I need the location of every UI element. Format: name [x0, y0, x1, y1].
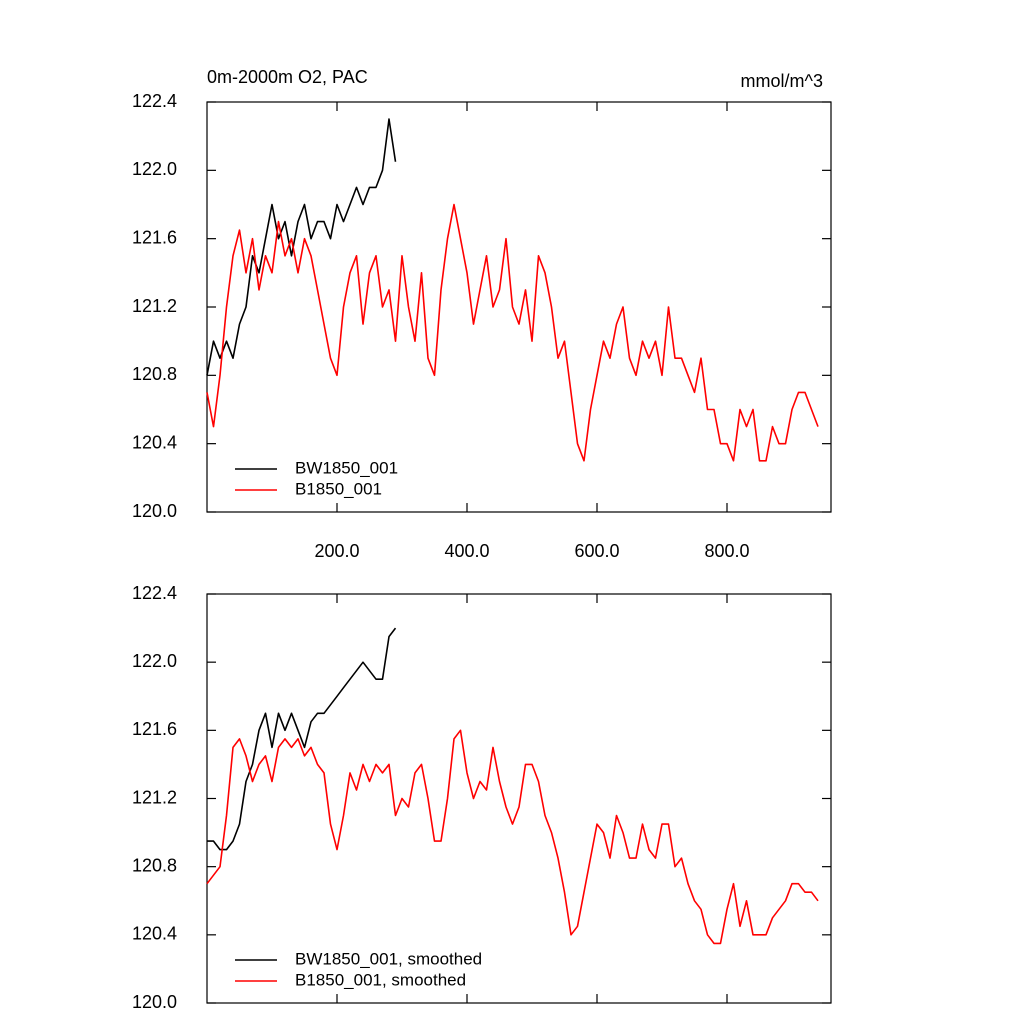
- legend-label: B1850_001, smoothed: [295, 970, 466, 989]
- x-tick-label: 800.0: [704, 541, 749, 561]
- series-line: [206, 118, 397, 376]
- y-tick-label: 122.0: [132, 159, 177, 179]
- y-tick-label: 120.4: [132, 432, 177, 452]
- y-tick-label: 120.4: [132, 924, 177, 944]
- y-tick-label: 122.4: [132, 91, 177, 111]
- y-tick-label: 122.0: [132, 651, 177, 671]
- series-line: [206, 203, 819, 462]
- y-tick-label: 121.2: [132, 296, 177, 316]
- y-tick-label: 121.2: [132, 787, 177, 807]
- y-tick-label: 121.6: [132, 227, 177, 247]
- y-tick-label: 122.4: [132, 583, 177, 603]
- plot-frame: [206, 101, 832, 513]
- series-line: [207, 627, 397, 851]
- legend-label: BW1850_001, smoothed: [295, 949, 482, 968]
- x-tick-label: 400.0: [444, 541, 489, 561]
- chart-title: 0m-2000m O2, PAC: [207, 67, 368, 87]
- plot-frame: [206, 593, 832, 1004]
- legend-label: B1850_001: [295, 479, 382, 498]
- y-tick-label: 120.0: [132, 992, 177, 1012]
- y-tick-label: 120.0: [132, 501, 177, 521]
- x-tick-label: 600.0: [574, 541, 619, 561]
- legend-label: BW1850_001: [295, 458, 398, 477]
- x-tick-label: 200.0: [314, 541, 359, 561]
- units-label: mmol/m^3: [741, 71, 823, 91]
- series-line: [206, 729, 819, 945]
- y-tick-label: 120.8: [132, 364, 177, 384]
- y-tick-label: 120.8: [132, 855, 177, 875]
- y-tick-label: 121.6: [132, 719, 177, 739]
